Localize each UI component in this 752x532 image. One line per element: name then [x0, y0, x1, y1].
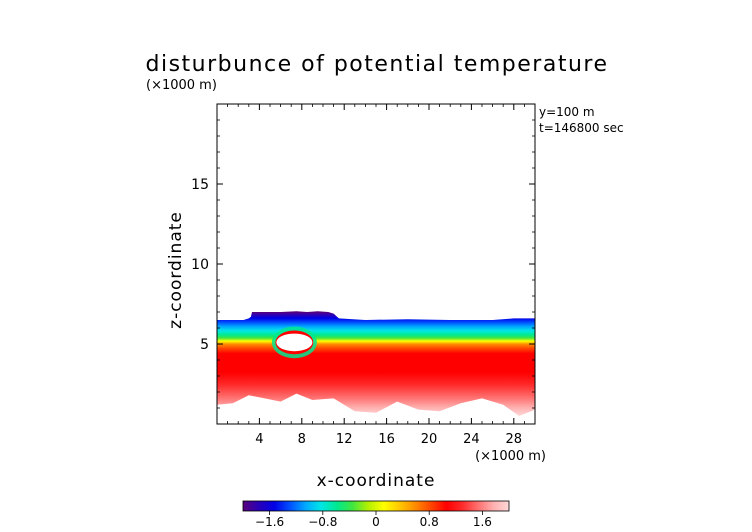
x-tick-label: 24 [463, 432, 480, 447]
bubble-core [276, 333, 313, 352]
x-unit-label: (×1000 m) [475, 449, 546, 464]
y-axis-label: z-coordinate [166, 211, 186, 329]
scale-note: (×1000 m) [146, 78, 217, 93]
y-tick-label: 5 [200, 337, 209, 353]
colorbar-tick-label: −1.6 [255, 515, 284, 529]
colorbar-tick-label: 0.8 [420, 515, 439, 529]
info-time: t=146800 sec [539, 121, 624, 135]
y-tick-label: 10 [191, 257, 209, 273]
colorbar [242, 500, 510, 512]
colorbar-ticks: −1.6 −0.8 0 0.8 1.6 [255, 511, 492, 529]
chart-title: disturbunce of potential temperature [146, 52, 609, 77]
colorbar-tick-label: −0.8 [308, 515, 337, 529]
field-region [217, 311, 535, 416]
x-tick-label: 20 [421, 432, 438, 447]
x-tick-label: 4 [255, 432, 263, 447]
colorbar-tick-label: 1.6 [473, 515, 492, 529]
y-ticks: 5 10 15 [191, 119, 535, 409]
x-tick-label: 28 [506, 432, 523, 447]
x-ticks: 4 8 12 16 20 24 28 [227, 104, 525, 447]
info-y-level: y=100 m [539, 105, 595, 119]
x-tick-label: 8 [298, 432, 306, 447]
colorbar-tick-label: 0 [372, 515, 380, 529]
y-tick-label: 15 [191, 177, 209, 193]
contour-field [217, 311, 535, 416]
x-tick-label: 16 [378, 432, 395, 447]
x-axis-label: x-coordinate [317, 471, 436, 491]
x-tick-label: 12 [336, 432, 353, 447]
